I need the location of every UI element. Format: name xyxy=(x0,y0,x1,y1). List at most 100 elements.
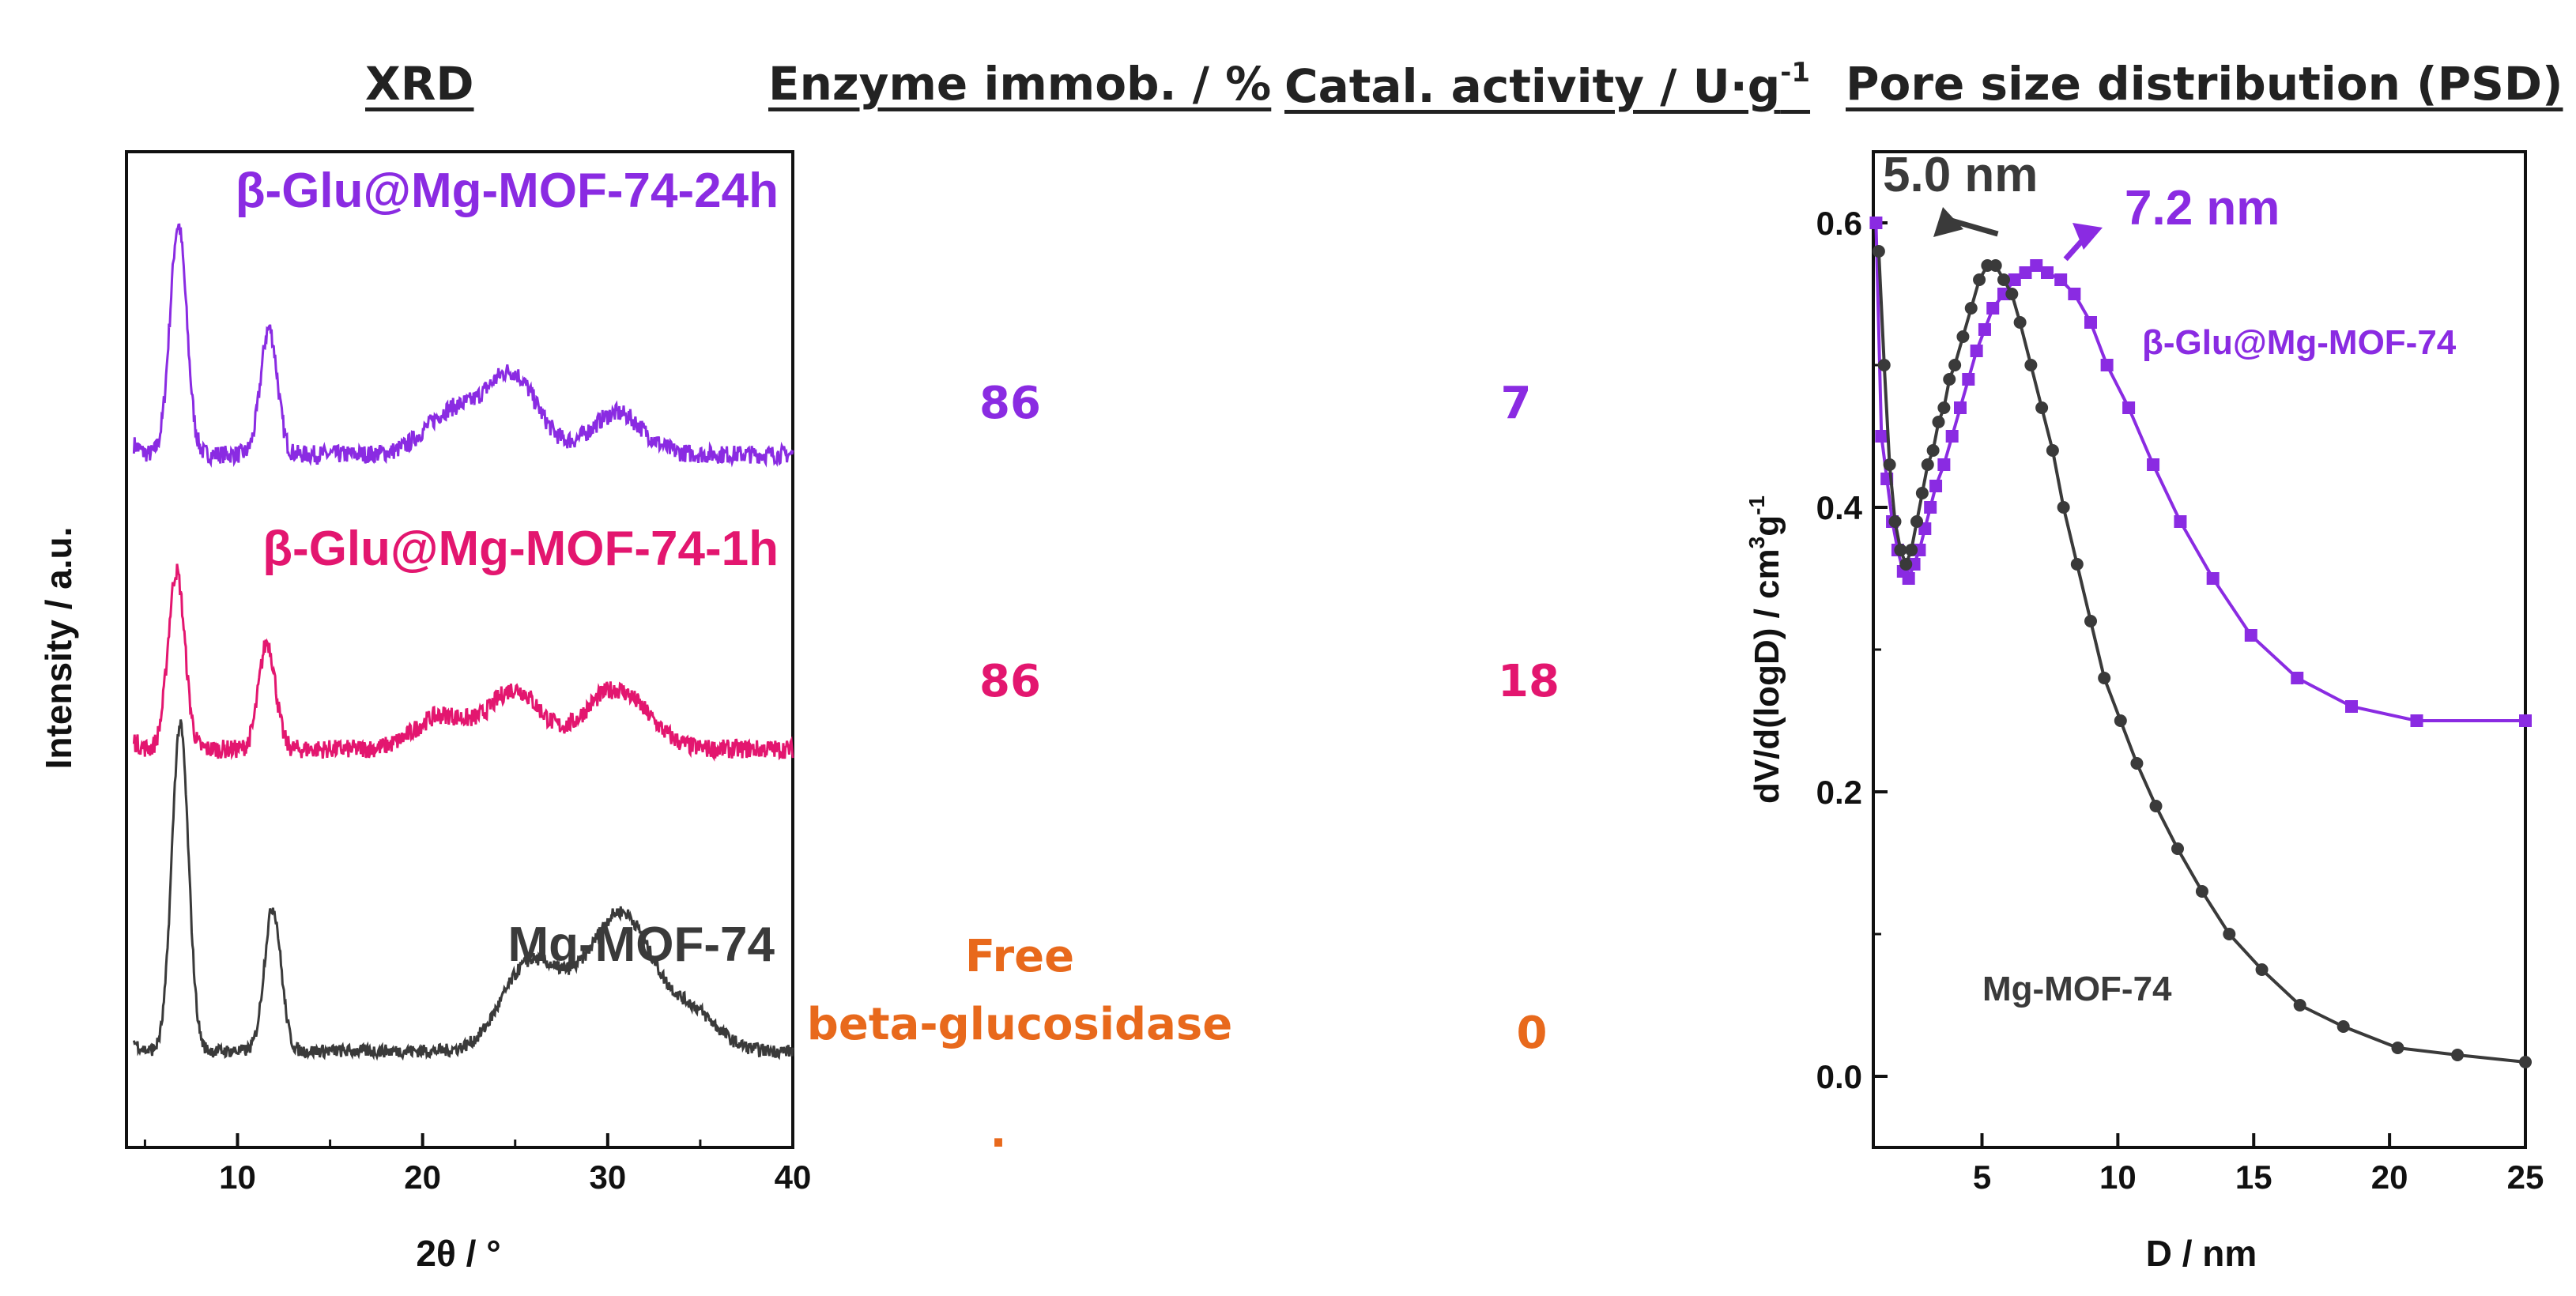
xrd-plot-frame xyxy=(125,150,794,1149)
psd-x-tick-label: 20 xyxy=(2371,1158,2408,1196)
annotation-label-7nm: 7.2 nm xyxy=(2125,181,2280,235)
stray-mark: . xyxy=(990,1106,1007,1158)
xrd-label-1h: β-Glu@Mg-MOF-74-1h xyxy=(262,522,779,576)
xrd-x-ticks: 10 20 30 40 xyxy=(143,1133,812,1196)
psd-x-tick-label: 5 xyxy=(1973,1158,1991,1196)
psd-point-square xyxy=(1986,302,2000,315)
xrd-series-line xyxy=(132,563,794,762)
psd-point-circle xyxy=(1964,302,1978,315)
psd-point-square xyxy=(2100,359,2114,371)
psd-point-circle xyxy=(2519,1056,2532,1068)
header-catal-activity-text: Catal. activity / U·g xyxy=(1284,59,1781,113)
psd-point-circle xyxy=(1910,515,1923,528)
xrd-x-tick-label: 10 xyxy=(219,1158,256,1196)
psd-point-circle xyxy=(1915,487,1929,499)
psd-annotations: 5.0 nm 7.2 nm xyxy=(1883,148,2280,262)
psd-point-square xyxy=(2206,572,2220,585)
psd-point-square xyxy=(2244,629,2257,642)
psd-ylabel-mid: g xyxy=(1748,515,1786,537)
psd-ylabel-main: dV/d(logD) / cm xyxy=(1748,548,1786,804)
psd-y-tick-label: 0.2 xyxy=(1816,774,1862,811)
psd-point-square xyxy=(2008,273,2021,286)
psd-point-square xyxy=(2519,714,2532,727)
psd-y-tick-label: 0.4 xyxy=(1816,489,1863,526)
xrd-x-tick-label: 20 xyxy=(404,1158,441,1196)
psd-point-circle xyxy=(1997,273,2010,286)
header-enzyme-immob: Enzyme immob. / % xyxy=(768,57,1272,111)
psd-point-circle xyxy=(1973,273,1986,286)
psd-point-square xyxy=(2122,401,2136,414)
xrd-series-line xyxy=(132,719,794,1061)
psd-point-circle xyxy=(2451,1049,2465,1061)
psd-x-axis-label: D / nm xyxy=(2146,1233,2257,1274)
psd-point-circle xyxy=(2149,800,2163,812)
psd-point-square xyxy=(1875,430,1888,443)
psd-point-circle xyxy=(2084,615,2097,627)
psd-ylabel-sup2: -1 xyxy=(1744,495,1769,515)
psd-point-circle xyxy=(2057,501,2070,514)
psd-point-circle xyxy=(2035,401,2049,414)
psd-point-square xyxy=(1970,345,1983,357)
psd-point-circle xyxy=(2293,999,2306,1012)
psd-point-circle xyxy=(2337,1020,2350,1033)
psd-point-circle xyxy=(2013,316,2027,329)
psd-point-square xyxy=(2041,266,2054,279)
xrd-x-tick-label: 40 xyxy=(775,1158,812,1196)
xrd-x-tick-label: 30 xyxy=(589,1158,626,1196)
psd-point-circle xyxy=(1943,373,1956,386)
psd-point-circle xyxy=(2195,885,2208,898)
xrd-chart: 10 20 30 40 β-Glu@Mg-MOF-74-24h β-Glu@Mg-MO… xyxy=(38,150,812,1274)
psd-point-circle xyxy=(1905,544,1918,556)
psd-point-circle xyxy=(2046,444,2059,457)
annotation-label-5nm: 5.0 nm xyxy=(1883,148,2038,202)
xrd-series-line xyxy=(132,223,794,468)
psd-point-square xyxy=(1945,430,1959,443)
activity-value-24h: 7 xyxy=(1500,378,1532,429)
psd-series-group xyxy=(1869,217,2532,1068)
psd-point-circle xyxy=(1937,401,1951,414)
psd-point-square xyxy=(1924,501,1937,514)
immob-value-free-line1: Free xyxy=(964,931,1075,982)
psd-point-circle xyxy=(2070,558,2084,571)
psd-point-square xyxy=(2068,288,2081,300)
psd-point-square xyxy=(1954,401,1967,414)
psd-x-tick-label: 15 xyxy=(2235,1158,2272,1196)
psd-y-axis-label: dV/d(logD) / cm3g-1 xyxy=(1744,495,1786,804)
psd-point-circle xyxy=(1948,359,1962,371)
psd-point-circle xyxy=(1989,259,2002,272)
psd-point-circle xyxy=(1932,416,1945,428)
psd-point-circle xyxy=(2391,1042,2404,1054)
psd-point-circle xyxy=(2114,714,2127,727)
activity-value-1h: 18 xyxy=(1498,656,1560,707)
xrd-x-axis-label: 2θ / ° xyxy=(416,1233,500,1274)
psd-point-circle xyxy=(2130,757,2144,770)
immob-value-24h: 86 xyxy=(979,378,1041,429)
xrd-y-axis-label: Intensity / a.u. xyxy=(38,527,79,770)
psd-point-circle xyxy=(1926,444,1940,457)
psd-point-square xyxy=(1978,323,1991,336)
psd-point-square xyxy=(1962,373,1975,386)
psd-point-square xyxy=(1918,522,1932,535)
psd-point-circle xyxy=(1921,458,1934,471)
psd-point-square xyxy=(2147,458,2160,471)
psd-point-square xyxy=(1902,572,1915,585)
xrd-label-24h: β-Glu@Mg-MOF-74-24h xyxy=(236,164,779,218)
psd-point-circle xyxy=(1899,558,1913,571)
psd-chart: 5 10 15 20 25 0.0 0.2 0.4 0.6 5.0 nm 7.2 nm β-Glu… xyxy=(1744,148,2544,1274)
annotation-arrowhead-5nm xyxy=(1933,207,1963,237)
psd-point-circle xyxy=(2223,928,2236,940)
psd-ticks: 5 10 15 20 25 0.0 0.2 0.4 0.6 xyxy=(1816,205,2544,1196)
psd-point-circle xyxy=(2005,288,2019,300)
psd-point-square xyxy=(2345,700,2358,713)
header-xrd: XRD xyxy=(365,57,474,111)
annotation-arrowhead-7nm xyxy=(2072,223,2103,250)
psd-point-square xyxy=(2174,515,2187,528)
psd-point-square xyxy=(1869,217,1883,229)
psd-y-tick-label: 0.6 xyxy=(1816,205,1862,242)
psd-x-tick-label: 10 xyxy=(2099,1158,2137,1196)
psd-point-circle xyxy=(1872,245,1885,258)
psd-ylabel-sup1: 3 xyxy=(1744,537,1769,549)
xrd-series-group xyxy=(132,223,794,1061)
psd-point-square xyxy=(1929,480,1943,492)
